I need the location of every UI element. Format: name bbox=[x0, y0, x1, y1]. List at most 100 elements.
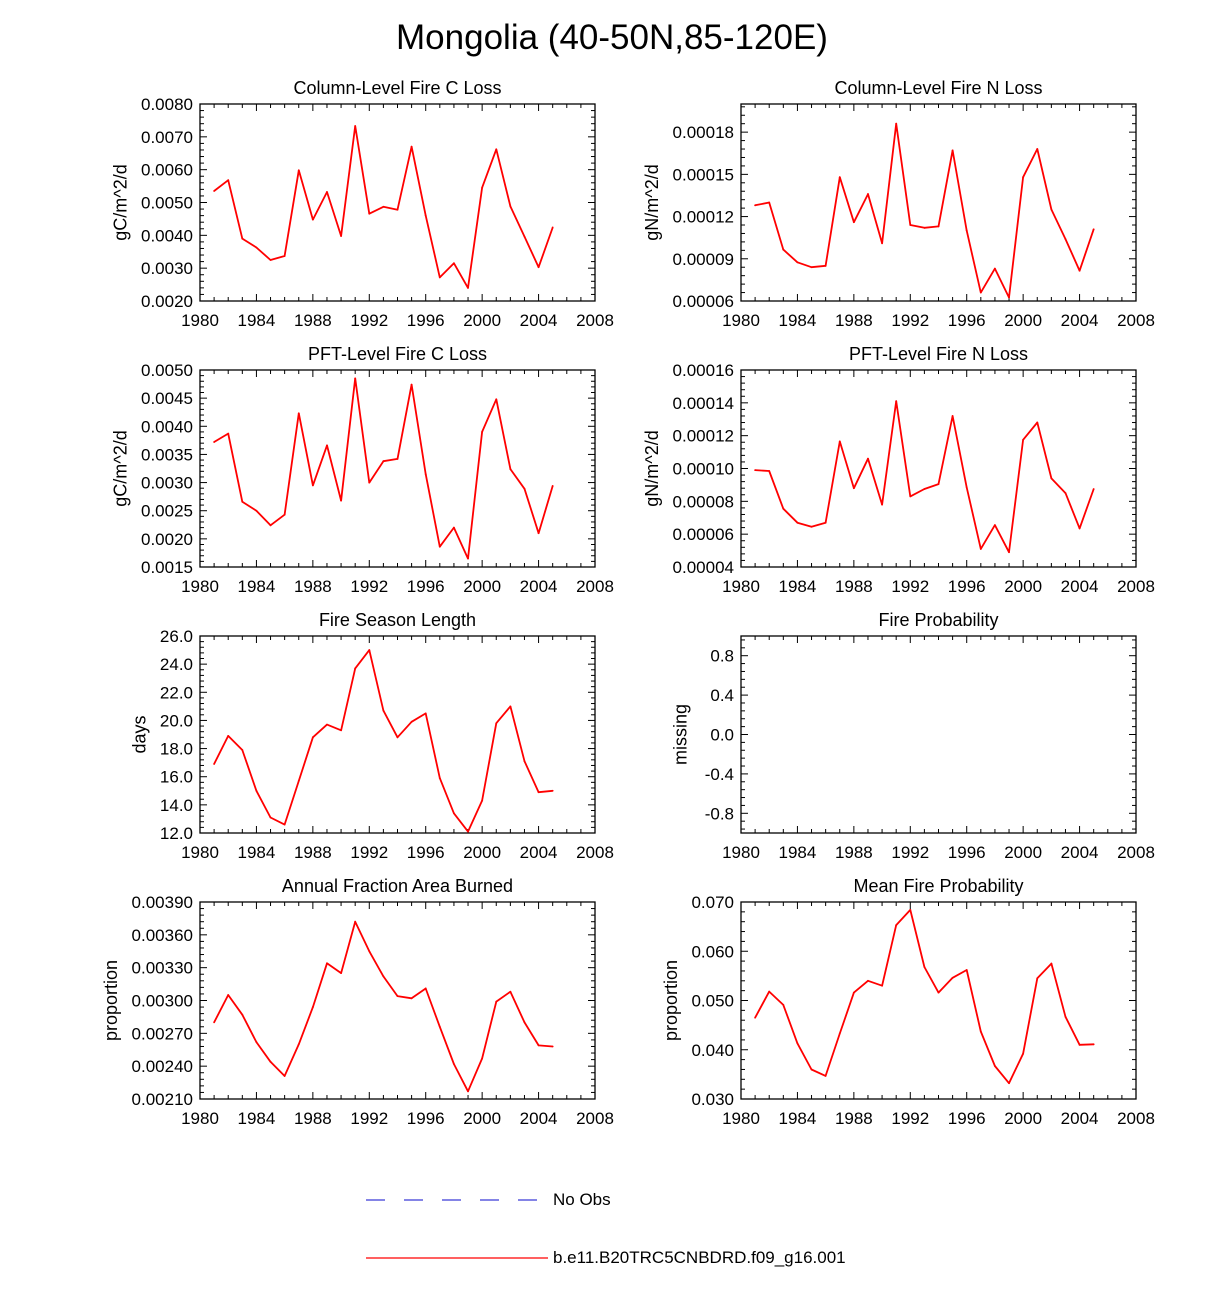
data-point bbox=[396, 736, 399, 739]
data-point bbox=[1092, 1043, 1095, 1046]
chart-panel-3: 1980 1984 1988 1992 1996 2000 2004 2008 0.00004 0… bbox=[642, 344, 1155, 596]
data-point bbox=[227, 994, 230, 996]
data-point bbox=[838, 1032, 841, 1035]
y-tick-label: -0.8 bbox=[705, 804, 734, 823]
y-tick-label: 20.0 bbox=[160, 711, 193, 730]
data-point bbox=[867, 979, 869, 982]
data-point bbox=[810, 525, 813, 528]
x-tick-label: 2008 bbox=[1117, 843, 1155, 862]
data-point bbox=[311, 218, 314, 221]
x-tick-label: 2004 bbox=[520, 311, 558, 330]
x-tick-label: 2008 bbox=[1117, 311, 1155, 330]
data-point bbox=[269, 1060, 272, 1063]
y-tick-label: 0.00009 bbox=[673, 250, 734, 269]
y-tick-label: 0.0080 bbox=[141, 95, 193, 114]
data-point bbox=[326, 723, 328, 726]
data-point bbox=[453, 812, 455, 815]
data-point bbox=[754, 1016, 757, 1019]
x-tick-label: 1988 bbox=[835, 311, 873, 330]
plot-frame bbox=[199, 635, 596, 834]
data-point bbox=[340, 972, 342, 975]
data-point bbox=[937, 483, 940, 485]
x-tick-label: 1988 bbox=[294, 843, 332, 862]
data-point bbox=[368, 481, 371, 484]
data-point bbox=[810, 266, 813, 269]
y-tick-label: 0.00008 bbox=[673, 492, 734, 511]
data-point bbox=[227, 735, 230, 737]
data-point bbox=[909, 224, 912, 226]
data-point bbox=[824, 521, 827, 524]
data-point bbox=[994, 524, 996, 527]
x-tick-label: 2008 bbox=[576, 1109, 614, 1128]
data-point bbox=[453, 1063, 455, 1065]
data-point bbox=[1036, 977, 1039, 980]
plot-frame bbox=[740, 103, 1137, 302]
x-tick-label: 2008 bbox=[576, 843, 614, 862]
data-point bbox=[382, 975, 385, 978]
data-point bbox=[368, 649, 371, 651]
y-tick-label: 0.0045 bbox=[141, 389, 193, 408]
x-tick-label: 1980 bbox=[722, 577, 760, 596]
data-point bbox=[340, 729, 342, 732]
data-point bbox=[523, 760, 526, 763]
data-point bbox=[824, 1074, 827, 1077]
y-tick-label: 0.0 bbox=[710, 726, 734, 745]
x-tick-label: 2000 bbox=[1004, 843, 1042, 862]
data-point bbox=[768, 990, 771, 993]
data-point bbox=[453, 526, 455, 529]
data-point bbox=[509, 705, 512, 708]
data-point bbox=[311, 736, 314, 739]
x-tick-label: 2000 bbox=[1004, 311, 1042, 330]
data-point bbox=[453, 262, 455, 265]
data-point bbox=[1064, 1015, 1067, 1018]
data-point bbox=[838, 440, 841, 443]
y-tick-label: 0.00018 bbox=[673, 123, 734, 142]
data-point bbox=[523, 235, 526, 238]
data-point bbox=[909, 908, 912, 911]
data-point bbox=[1036, 421, 1039, 424]
plot-frame bbox=[740, 901, 1137, 1100]
data-point bbox=[213, 190, 216, 192]
plot-frame bbox=[740, 369, 1137, 568]
x-tick-label: 2008 bbox=[1117, 577, 1155, 596]
y-tick-label: 16.0 bbox=[160, 768, 193, 787]
x-tick-label: 1992 bbox=[891, 843, 929, 862]
x-tick-label: 1992 bbox=[891, 577, 929, 596]
y-tick-label: 0.0015 bbox=[141, 558, 193, 577]
data-point bbox=[467, 286, 469, 289]
data-point bbox=[326, 962, 328, 965]
x-tick-label: 1984 bbox=[238, 577, 276, 596]
data-point bbox=[467, 1090, 469, 1093]
x-tick-label: 2004 bbox=[1061, 1109, 1099, 1128]
y-tick-label: 0.8 bbox=[710, 647, 734, 666]
data-point bbox=[895, 122, 898, 125]
data-point bbox=[796, 261, 799, 264]
data-point bbox=[269, 524, 272, 527]
data-point bbox=[495, 398, 498, 401]
data-point bbox=[438, 777, 441, 780]
chart-panel-0: 1980 1984 1988 1992 1996 2000 2004 2008 0.0020 0.… bbox=[111, 78, 614, 330]
data-point bbox=[951, 976, 954, 979]
x-tick-label: 2004 bbox=[1061, 311, 1099, 330]
chart-panel-6: 1980 1984 1988 1992 1996 2000 2004 2008 0.00210 0… bbox=[101, 876, 614, 1128]
data-point bbox=[895, 400, 898, 403]
x-tick-label: 1996 bbox=[407, 843, 445, 862]
data-point bbox=[269, 259, 272, 261]
data-point bbox=[1078, 1043, 1081, 1046]
x-tick-label: 1984 bbox=[779, 843, 817, 862]
data-point bbox=[382, 205, 385, 208]
figure-title: Mongolia (40-50N,85-120E) bbox=[396, 18, 828, 57]
data-point bbox=[424, 214, 427, 217]
data-point bbox=[354, 667, 357, 670]
y-tick-label: 0.0020 bbox=[141, 292, 193, 311]
data-point bbox=[326, 191, 328, 193]
y-tick-label: 0.050 bbox=[691, 992, 734, 1011]
data-point bbox=[283, 513, 286, 516]
chart-panel-5: 1980 1984 1988 1992 1996 2000 2004 2008 -0.8 -0.4… bbox=[670, 610, 1155, 862]
data-point bbox=[551, 1045, 554, 1048]
x-tick-label: 1992 bbox=[350, 843, 388, 862]
x-tick-label: 2008 bbox=[1117, 1109, 1155, 1128]
y-tick-label: 0.0050 bbox=[141, 194, 193, 213]
x-tick-label: 1980 bbox=[181, 311, 219, 330]
